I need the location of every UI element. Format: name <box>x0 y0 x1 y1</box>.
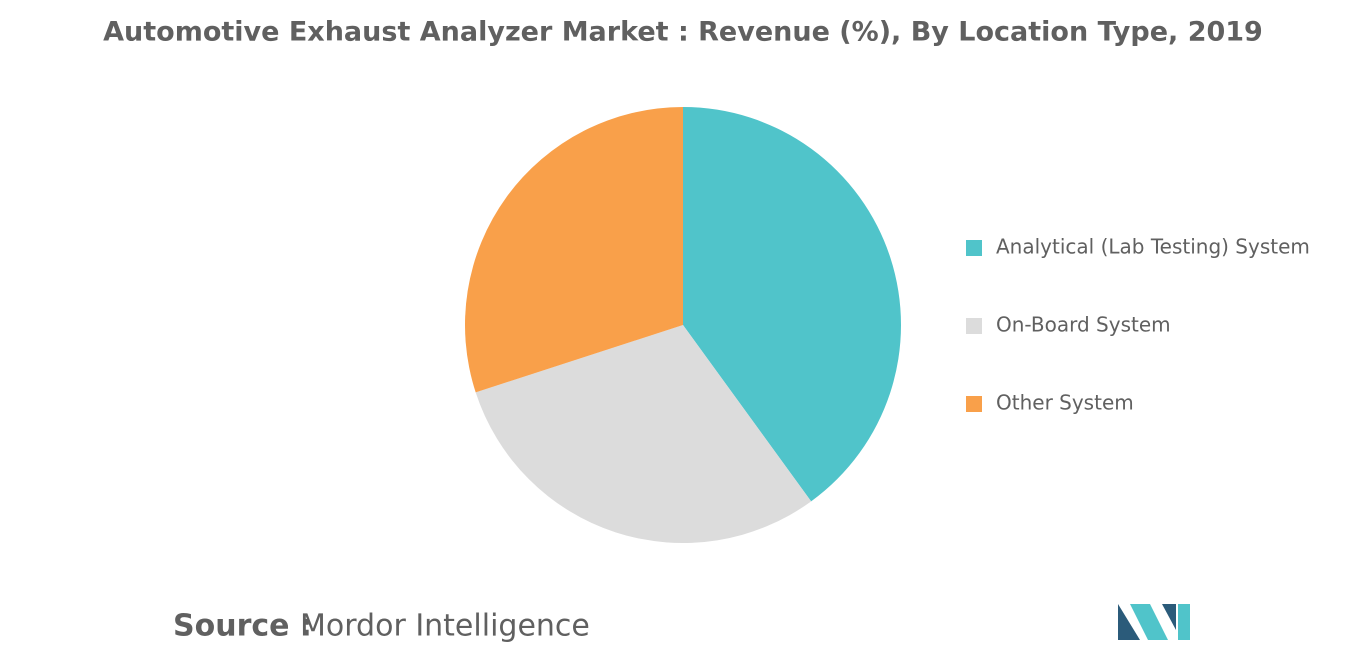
legend-swatch <box>966 240 982 256</box>
legend-label: Analytical (Lab Testing) System <box>996 235 1310 259</box>
legend-label: Other System <box>996 391 1134 415</box>
pie-slice <box>683 107 901 502</box>
legend-label: On-Board System <box>996 313 1171 337</box>
source-label: Source : <box>173 609 312 644</box>
legend-swatch <box>966 396 982 412</box>
chart-title: Automotive Exhaust Analyzer Market : Rev… <box>103 17 1263 48</box>
pie-slice <box>464 107 683 393</box>
source: Mordor Intelligence <box>300 609 590 644</box>
pie-slice <box>475 325 812 544</box>
logo <box>1118 604 1190 640</box>
legend-swatch <box>966 318 982 334</box>
